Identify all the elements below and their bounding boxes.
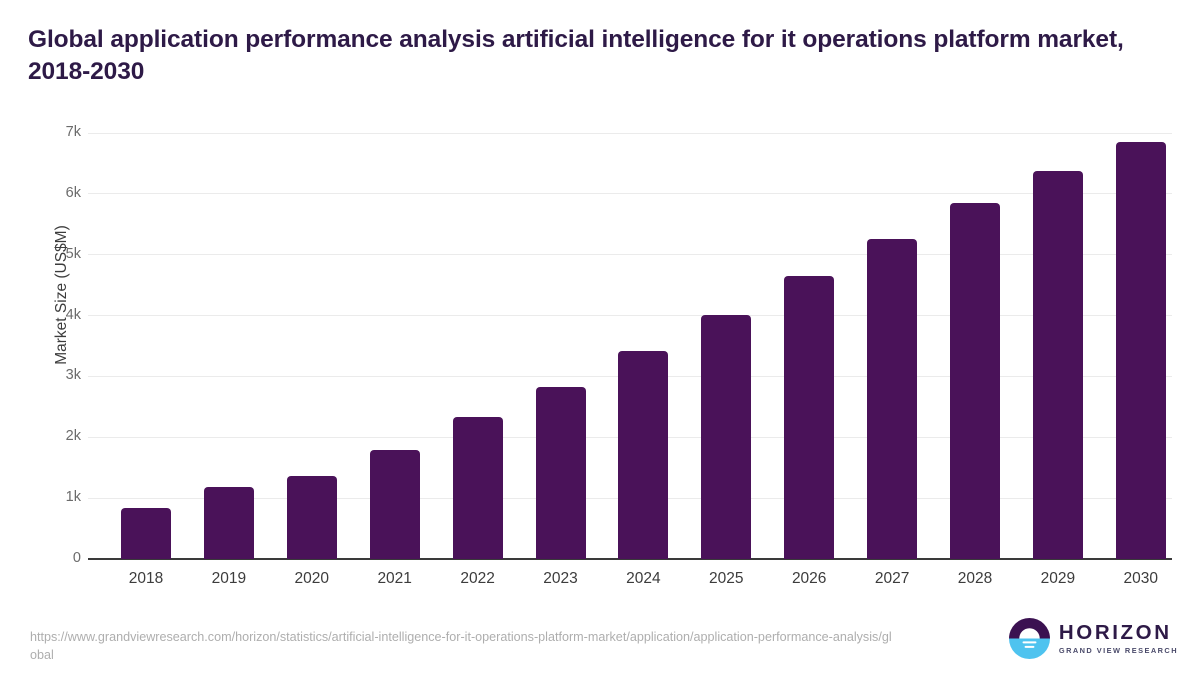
x-tick-label-2019: 2019 xyxy=(211,570,247,587)
x-tick-label-2030: 2030 xyxy=(1123,570,1159,587)
y-tick-label: 4k xyxy=(65,306,81,323)
gridline xyxy=(88,315,1172,317)
logo-subtitle: GRAND VIEW RESEARCH xyxy=(1058,646,1178,656)
x-tick-label-2027: 2027 xyxy=(874,570,910,587)
y-tick-label: 5k xyxy=(65,245,81,262)
gridline xyxy=(88,254,1172,256)
horizon-logo-icon xyxy=(1008,618,1050,659)
bar-2020[interactable] xyxy=(286,475,337,559)
bar-2028[interactable] xyxy=(950,203,1000,559)
source-url[interactable]: https://www.grandviewresearch.com/horizo… xyxy=(30,630,892,663)
bar-2026[interactable] xyxy=(784,276,835,559)
x-tick-label-2023: 2023 xyxy=(543,570,578,587)
horizon-logo-text: HORIZON GRAND VIEW RESEARCH xyxy=(1058,620,1178,656)
x-tick-label-2025: 2025 xyxy=(709,570,744,587)
x-axis-line xyxy=(88,558,1172,560)
gridline xyxy=(88,193,1172,195)
y-tick-label: 7k xyxy=(65,124,81,140)
x-tick-label-2026: 2026 xyxy=(791,570,827,587)
logo-wordmark: HORIZON xyxy=(1058,620,1172,644)
bar-2019[interactable] xyxy=(203,487,254,559)
bar-2022[interactable] xyxy=(452,417,503,559)
bar-2024[interactable] xyxy=(618,351,669,559)
bar-2029[interactable] xyxy=(1032,171,1083,559)
horizon-logo: HORIZON GRAND VIEW RESEARCH xyxy=(1008,618,1178,659)
gridline xyxy=(88,132,1172,134)
bar-2027[interactable] xyxy=(867,239,918,559)
y-tick-label: 2k xyxy=(65,428,81,445)
bar-2025[interactable] xyxy=(701,314,752,559)
y-tick-label: 1k xyxy=(65,489,81,506)
x-tick-label-2022: 2022 xyxy=(460,570,495,587)
y-tick-label: 0 xyxy=(72,550,81,566)
x-tick-label-2021: 2021 xyxy=(377,570,412,587)
x-tick-label-2029: 2029 xyxy=(1040,570,1076,587)
bar-2021[interactable] xyxy=(369,450,420,559)
page-title: Global application performance analysis … xyxy=(28,26,1124,85)
x-tick-label-2028: 2028 xyxy=(957,570,993,587)
bar-2018[interactable] xyxy=(121,508,171,559)
y-tick-label: 3k xyxy=(65,367,81,384)
bar-2030[interactable] xyxy=(1115,142,1166,559)
y-tick-label: 6k xyxy=(65,184,81,201)
bar-2023[interactable] xyxy=(535,387,586,559)
x-tick-label-2020: 2020 xyxy=(294,570,330,587)
x-tick-label-2024: 2024 xyxy=(626,570,661,587)
x-tick-label-2018: 2018 xyxy=(128,570,164,587)
